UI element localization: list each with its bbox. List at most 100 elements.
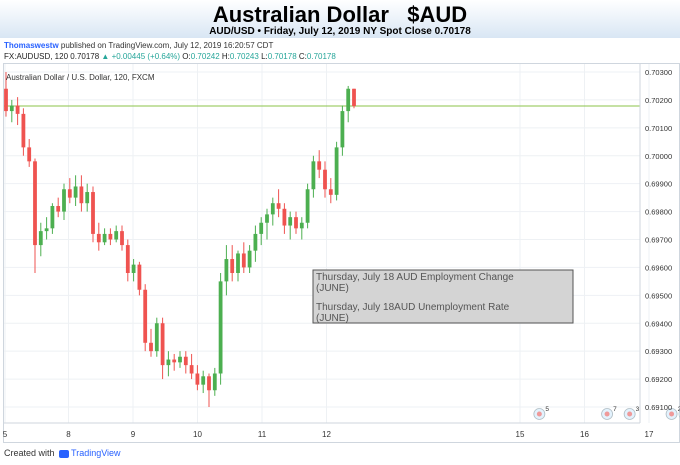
candle-body[interactable] <box>131 264 136 273</box>
y-tick-label: 0.69600 <box>645 263 672 272</box>
candle-body[interactable] <box>183 356 188 366</box>
candle-body[interactable] <box>137 264 142 290</box>
candle-body[interactable] <box>259 222 264 234</box>
candle-body[interactable] <box>276 203 281 209</box>
candle-body[interactable] <box>236 253 240 273</box>
candle-body[interactable] <box>178 356 182 363</box>
candle-body[interactable] <box>102 233 107 243</box>
candle-body[interactable] <box>241 253 246 268</box>
candle-body[interactable] <box>346 88 351 112</box>
candle-body[interactable] <box>125 245 130 273</box>
flag-dot <box>627 411 633 417</box>
candle-body[interactable] <box>85 192 90 204</box>
candle-body[interactable] <box>160 323 165 366</box>
x-tick-label: 16 <box>580 430 589 439</box>
candle-body[interactable] <box>311 161 316 190</box>
y-tick-label: 0.69700 <box>645 236 672 245</box>
candle-body[interactable] <box>50 206 55 229</box>
candle-body[interactable] <box>352 88 356 107</box>
candle-body[interactable] <box>201 376 206 385</box>
candle-body[interactable] <box>33 161 37 246</box>
candle-body[interactable] <box>253 233 258 251</box>
candle-body[interactable] <box>9 105 14 112</box>
candle-body[interactable] <box>166 359 171 366</box>
y-tick-label: 0.69800 <box>645 208 672 217</box>
x-tick-label: 12 <box>322 430 331 439</box>
candle-body[interactable] <box>172 359 177 363</box>
candle-body[interactable] <box>189 365 194 374</box>
y-tick-label: 0.69900 <box>645 180 672 189</box>
open-value: 0.70242 <box>190 52 220 61</box>
candle-body[interactable] <box>230 259 235 273</box>
candle-body[interactable] <box>270 203 275 215</box>
candle-body[interactable] <box>108 233 113 240</box>
candle-body[interactable] <box>334 147 339 195</box>
candle-body[interactable] <box>288 217 293 226</box>
candle-body[interactable] <box>265 214 269 223</box>
open-label: O: <box>182 52 191 61</box>
candle-body[interactable] <box>154 323 159 352</box>
candle-body[interactable] <box>67 189 72 198</box>
price-change: ▲ +0.00445 (+0.64%) <box>101 52 181 61</box>
candle-body[interactable] <box>305 189 310 223</box>
low-label: L: <box>261 52 268 61</box>
x-tick-label: 9 <box>131 430 136 439</box>
y-tick-label: 0.69400 <box>645 319 672 328</box>
candle-body[interactable] <box>247 250 252 268</box>
candle-body[interactable] <box>212 373 217 391</box>
candle-body[interactable] <box>282 208 287 226</box>
candle-body[interactable] <box>294 217 298 229</box>
x-tick-label: 5 <box>3 430 8 439</box>
candle-body[interactable] <box>299 222 304 229</box>
candle-body[interactable] <box>21 113 26 148</box>
flag-dot <box>604 411 610 417</box>
x-tick-label: 10 <box>193 430 202 439</box>
candle-body[interactable] <box>73 186 78 198</box>
candle-body[interactable] <box>195 373 200 385</box>
tradingview-brand[interactable]: TradingView <box>71 448 121 458</box>
y-tick-label: 0.70000 <box>645 152 672 161</box>
annotation-line-1: Thursday, July 18 AUD Employment Change <box>316 272 514 283</box>
x-tick-label: 11 <box>258 430 267 439</box>
x-tick-label: 8 <box>66 430 71 439</box>
candle-body[interactable] <box>120 231 124 246</box>
candle-body[interactable] <box>149 342 153 352</box>
candle-body[interactable] <box>4 88 8 112</box>
candle-body[interactable] <box>340 111 345 148</box>
candle-body[interactable] <box>114 231 119 240</box>
candle-body[interactable] <box>207 376 211 391</box>
candle-body[interactable] <box>323 169 327 190</box>
last-price: 0.70178 <box>70 52 100 61</box>
author-link[interactable]: Thomaswestw <box>4 41 59 50</box>
y-tick-label: 0.70100 <box>645 124 672 133</box>
candle-body[interactable] <box>62 189 66 212</box>
publish-meta: Thomaswestw published on TradingView.com… <box>4 41 273 50</box>
candle-body[interactable] <box>38 231 43 246</box>
symbol-label[interactable]: FX:AUDUSD, 120 <box>4 52 69 61</box>
candle-body[interactable] <box>224 259 229 282</box>
candle-body[interactable] <box>328 189 333 195</box>
candle-body[interactable] <box>91 192 95 234</box>
candle-body[interactable] <box>96 233 101 243</box>
candle-body[interactable] <box>218 281 223 374</box>
candle-body[interactable] <box>317 161 322 170</box>
economic-event-marker[interactable]: 2 <box>665 406 680 420</box>
published-text: published on TradingView.com, July 12, 2… <box>58 41 274 50</box>
candle-body[interactable] <box>143 289 148 343</box>
economic-event-marker[interactable]: 3 <box>623 406 640 420</box>
candle-body[interactable] <box>44 228 49 232</box>
title-banner: Australian Dollar $AUD AUD/USD • Friday,… <box>0 0 680 38</box>
y-tick-label: 0.69300 <box>645 347 672 356</box>
high-value: 0.70243 <box>229 52 259 61</box>
economic-event-marker[interactable]: 7 <box>601 406 618 420</box>
low-value: 0.70178 <box>267 52 297 61</box>
y-tick-label: 0.69100 <box>645 403 672 412</box>
candle-body[interactable] <box>27 147 32 162</box>
candle-body[interactable] <box>56 206 61 212</box>
annotation-line-4: (JUNE) <box>316 313 349 324</box>
flag-dot <box>536 411 542 417</box>
economic-event-marker[interactable]: 5 <box>533 406 550 420</box>
candle-body[interactable] <box>15 105 20 114</box>
candle-body[interactable] <box>79 186 84 204</box>
